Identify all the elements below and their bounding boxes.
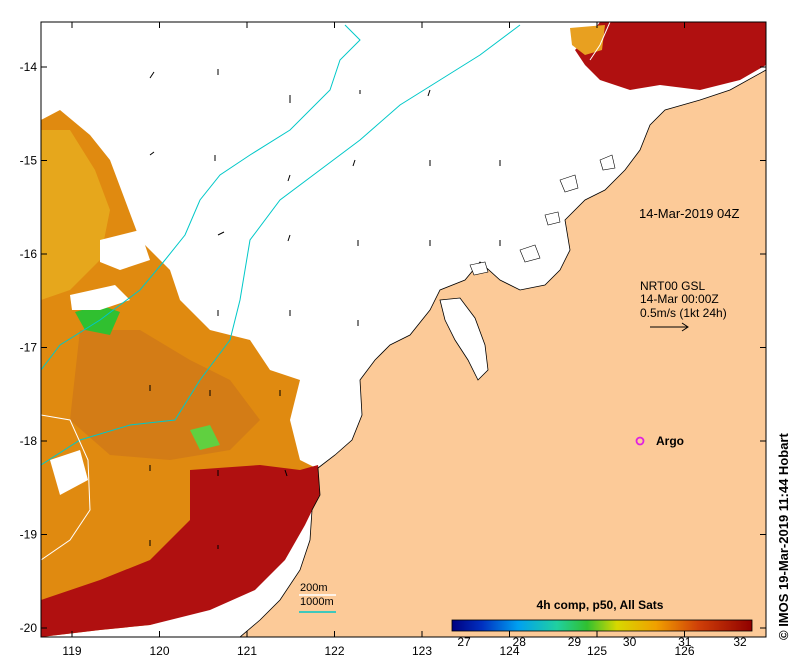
sst-gap xyxy=(70,285,130,310)
isobath-200m xyxy=(41,24,521,466)
y-tick-label: -15 xyxy=(20,154,38,168)
colorbar-tick-label: 28 xyxy=(513,635,527,649)
sst-field-west-yellow xyxy=(41,130,110,300)
colorbar-tick-label: 30 xyxy=(623,635,637,649)
colorbar-tick-label: 29 xyxy=(568,635,582,649)
map-frame xyxy=(40,21,767,638)
x-tick-label: 121 xyxy=(237,644,257,658)
sst-field-northeast-yellow xyxy=(570,25,605,55)
credit-label: © IMOS 19-Mar-2019 11:44 Hobart xyxy=(776,433,791,640)
y-tick-label: -20 xyxy=(20,621,38,635)
y-tick-label: -17 xyxy=(20,341,38,355)
isobath-legend: 200m 1000m xyxy=(299,582,336,613)
sst-cool-patch-2 xyxy=(190,425,220,450)
y-tick-label: -19 xyxy=(20,528,38,542)
isobath-200m-label: 200m xyxy=(300,582,328,594)
land xyxy=(239,69,766,637)
colorbar-tick-label: 27 xyxy=(457,635,471,649)
y-axis: -14 -15 -16 -17 -18 -19 -20 xyxy=(20,60,766,635)
current-legend-line1: NRT00 GSL xyxy=(640,279,705,293)
isobath-1000m xyxy=(41,22,611,561)
argo-label: Argo xyxy=(656,434,684,448)
colorbar-tick-label: 31 xyxy=(678,635,692,649)
colorbar-title: 4h comp, p50, All Sats xyxy=(537,598,664,612)
king-sound xyxy=(439,297,489,381)
colorbar-tick-label: 32 xyxy=(733,635,747,649)
x-tick-label: 119 xyxy=(62,644,81,658)
x-tick-label: 123 xyxy=(412,644,432,658)
x-tick-label: 126 xyxy=(674,644,694,658)
colorbar-ticks: 27 28 29 30 31 32 xyxy=(457,635,747,649)
timestamp-label: 14-Mar-2019 04Z xyxy=(639,206,739,221)
sst-gap-3 xyxy=(100,230,150,270)
current-legend-line2: 14-Mar 00:00Z xyxy=(640,292,719,306)
sst-gap-2 xyxy=(50,450,88,495)
colorbar: 4h comp, p50, All Sats 27 28 29 30 31 32 xyxy=(451,598,753,649)
current-legend: NRT00 GSL 14-Mar 00:00Z 0.5m/s (1kt 24h) xyxy=(640,279,727,332)
isobath-1000m-label: 1000m xyxy=(300,596,334,608)
x-tick-label: 124 xyxy=(499,644,519,658)
current-scale-arrow-icon xyxy=(650,322,689,332)
sst-field-mid xyxy=(70,330,260,460)
y-tick-label: -18 xyxy=(20,434,38,448)
current-vectors xyxy=(149,69,501,549)
x-axis: 119 120 121 122 123 124 125 126 xyxy=(62,22,695,658)
y-tick-label: -14 xyxy=(20,60,38,74)
current-legend-line3: 0.5m/s (1kt 24h) xyxy=(640,306,727,320)
x-tick-label: 122 xyxy=(324,644,344,658)
sst-hot-coast xyxy=(41,465,322,637)
argo-marker-icon xyxy=(635,436,645,446)
x-tick-label: 120 xyxy=(149,644,169,658)
islands xyxy=(469,154,616,276)
sst-cool-patch xyxy=(75,305,120,335)
colorbar-gradient xyxy=(451,619,753,632)
y-tick-label: -16 xyxy=(20,247,38,261)
x-tick-label: 125 xyxy=(587,644,607,658)
sst-field-northeast xyxy=(575,22,766,90)
